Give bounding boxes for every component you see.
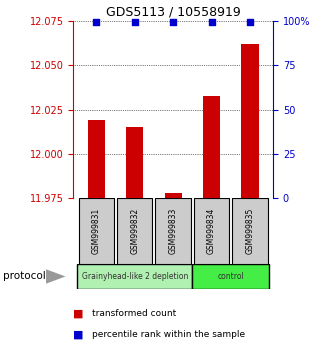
Title: GDS5113 / 10558919: GDS5113 / 10558919 [106,6,240,19]
FancyBboxPatch shape [77,264,192,289]
Point [247,19,253,25]
Text: ■: ■ [73,308,84,318]
Text: GSM999832: GSM999832 [130,208,139,254]
Point [209,19,214,25]
FancyBboxPatch shape [194,198,229,264]
Point [94,19,99,25]
Text: GSM999831: GSM999831 [92,208,101,254]
Text: transformed count: transformed count [92,309,176,318]
FancyBboxPatch shape [156,198,191,264]
Text: percentile rank within the sample: percentile rank within the sample [92,330,245,339]
Point [132,19,138,25]
Text: Grainyhead-like 2 depletion: Grainyhead-like 2 depletion [82,272,188,281]
Point [170,19,176,25]
Polygon shape [46,269,66,284]
FancyBboxPatch shape [117,198,153,264]
Bar [241,44,259,198]
Text: GSM999834: GSM999834 [207,208,216,254]
Text: GSM999833: GSM999833 [168,208,178,254]
FancyBboxPatch shape [192,264,269,289]
FancyBboxPatch shape [79,198,114,264]
FancyBboxPatch shape [232,198,268,264]
Text: GSM999835: GSM999835 [245,208,254,254]
Text: protocol: protocol [3,272,46,281]
Bar [165,193,182,198]
Bar [88,120,105,198]
Text: control: control [217,272,244,281]
Text: ■: ■ [73,330,84,339]
Bar [203,96,220,198]
Bar [126,127,144,198]
